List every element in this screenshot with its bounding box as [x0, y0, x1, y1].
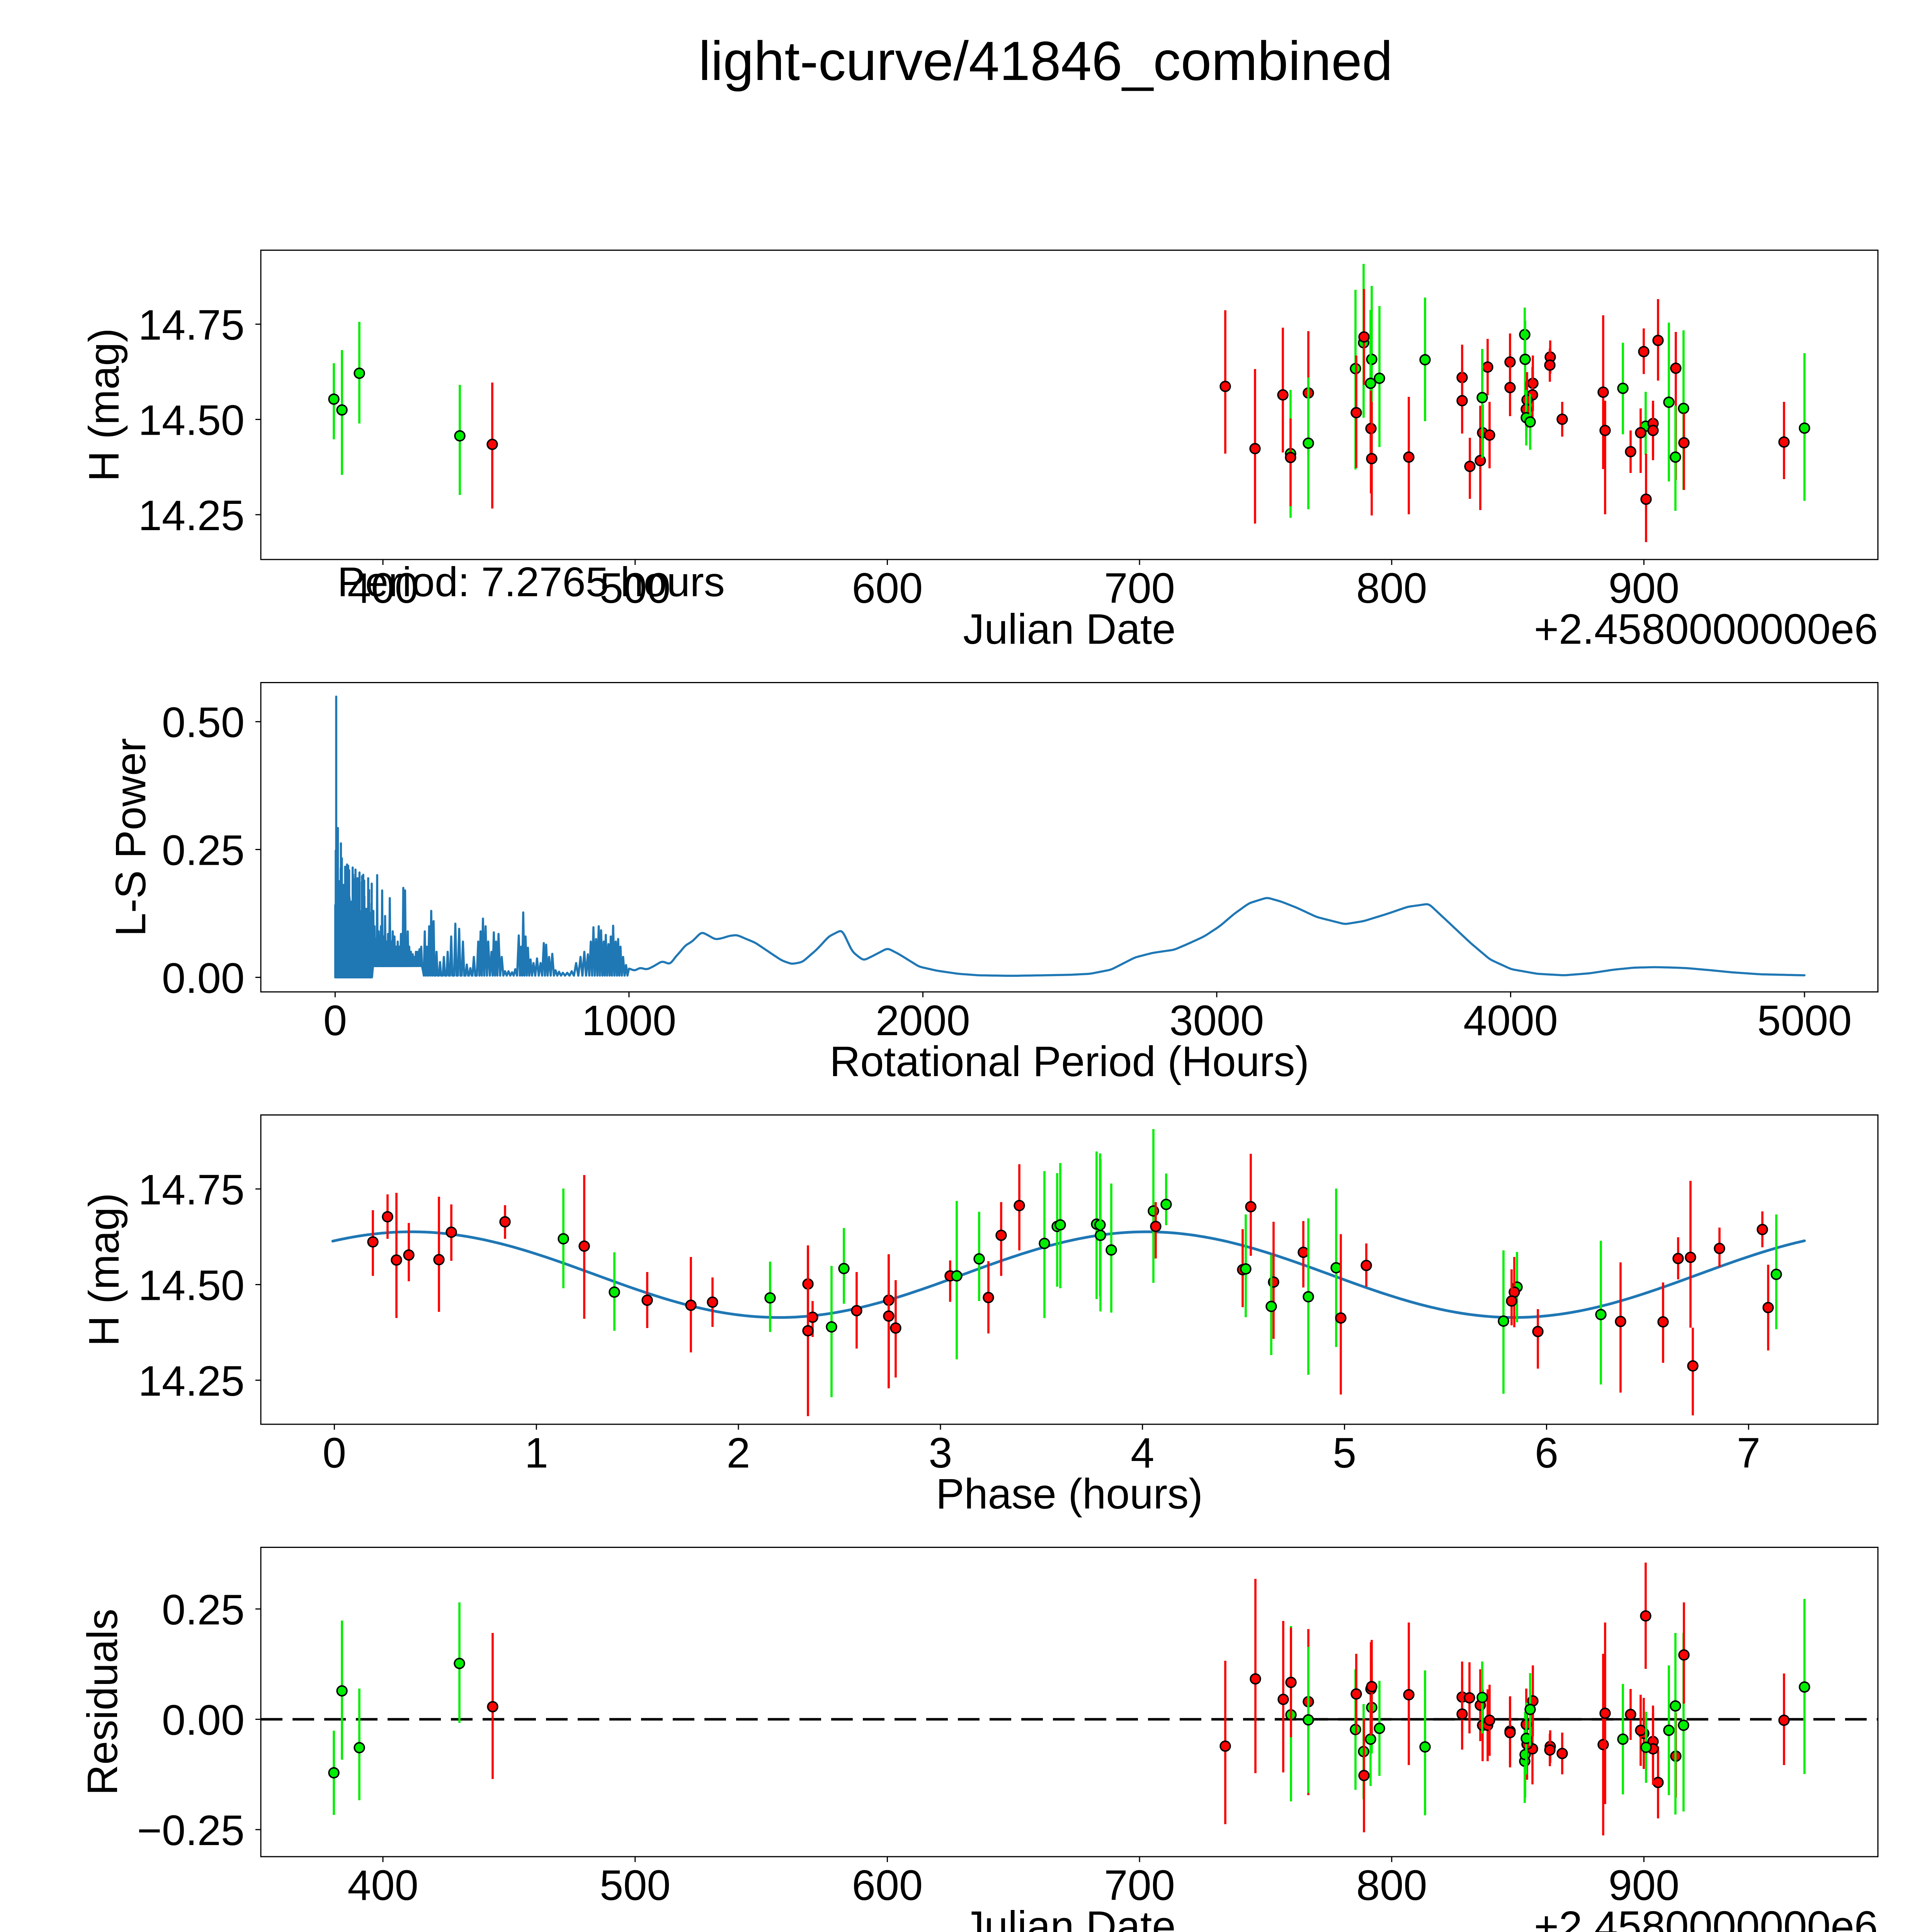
svg-text:0.00: 0.00 — [162, 954, 245, 1002]
svg-text:14.75: 14.75 — [138, 301, 245, 349]
svg-text:700: 700 — [1104, 565, 1175, 612]
svg-text:Period: 7.2765 hours: Period: 7.2765 hours — [337, 558, 725, 605]
svg-text:3000: 3000 — [1170, 997, 1264, 1044]
svg-text:4: 4 — [1131, 1429, 1154, 1477]
svg-text:Residuals: Residuals — [79, 1609, 126, 1795]
svg-text:7: 7 — [1737, 1429, 1760, 1477]
svg-text:700: 700 — [1104, 1862, 1175, 1909]
svg-text:900: 900 — [1609, 1862, 1680, 1909]
svg-text:4000: 4000 — [1463, 997, 1558, 1044]
svg-text:900: 900 — [1609, 565, 1680, 612]
svg-text:1000: 1000 — [582, 997, 676, 1044]
svg-text:0: 0 — [323, 997, 347, 1044]
svg-text:Phase (hours): Phase (hours) — [936, 1470, 1203, 1518]
svg-text:14.50: 14.50 — [138, 1262, 245, 1310]
svg-text:6: 6 — [1535, 1429, 1558, 1477]
svg-text:0: 0 — [323, 1429, 346, 1477]
svg-text:14.50: 14.50 — [138, 397, 245, 444]
svg-text:Rotational Period (Hours): Rotational Period (Hours) — [830, 1038, 1309, 1085]
svg-text:−0.25: −0.25 — [137, 1807, 245, 1854]
svg-text:1: 1 — [525, 1429, 548, 1477]
svg-text:+2.4580000000e6: +2.4580000000e6 — [1534, 605, 1878, 653]
svg-text:2000: 2000 — [876, 997, 970, 1044]
svg-text:H (mag): H (mag) — [80, 328, 128, 481]
svg-text:5000: 5000 — [1757, 997, 1852, 1044]
svg-text:H (mag): H (mag) — [80, 1193, 128, 1346]
svg-text:500: 500 — [600, 1862, 671, 1909]
svg-text:+2.4580000000e6: +2.4580000000e6 — [1534, 1903, 1878, 1932]
svg-text:Julian Date: Julian Date — [963, 605, 1175, 653]
svg-text:800: 800 — [1356, 1862, 1427, 1909]
svg-text:14.25: 14.25 — [138, 492, 245, 539]
svg-text:3: 3 — [929, 1429, 952, 1477]
svg-text:800: 800 — [1356, 565, 1427, 612]
svg-text:0.25: 0.25 — [162, 827, 245, 874]
svg-text:L-S Power: L-S Power — [107, 738, 155, 937]
svg-text:400: 400 — [347, 1862, 418, 1909]
svg-text:14.75: 14.75 — [138, 1166, 245, 1214]
svg-text:light-curve/41846_combined: light-curve/41846_combined — [699, 31, 1393, 92]
svg-text:2: 2 — [726, 1429, 750, 1477]
svg-text:500: 500 — [600, 565, 671, 612]
svg-text:600: 600 — [852, 565, 923, 612]
svg-text:Julian Date: Julian Date — [963, 1903, 1175, 1932]
svg-text:0.25: 0.25 — [162, 1586, 245, 1634]
svg-text:0.50: 0.50 — [162, 699, 245, 747]
svg-text:600: 600 — [852, 1862, 923, 1909]
svg-text:400: 400 — [347, 565, 418, 612]
svg-text:5: 5 — [1333, 1429, 1356, 1477]
svg-text:14.25: 14.25 — [138, 1357, 245, 1405]
svg-text:0.00: 0.00 — [162, 1697, 245, 1744]
